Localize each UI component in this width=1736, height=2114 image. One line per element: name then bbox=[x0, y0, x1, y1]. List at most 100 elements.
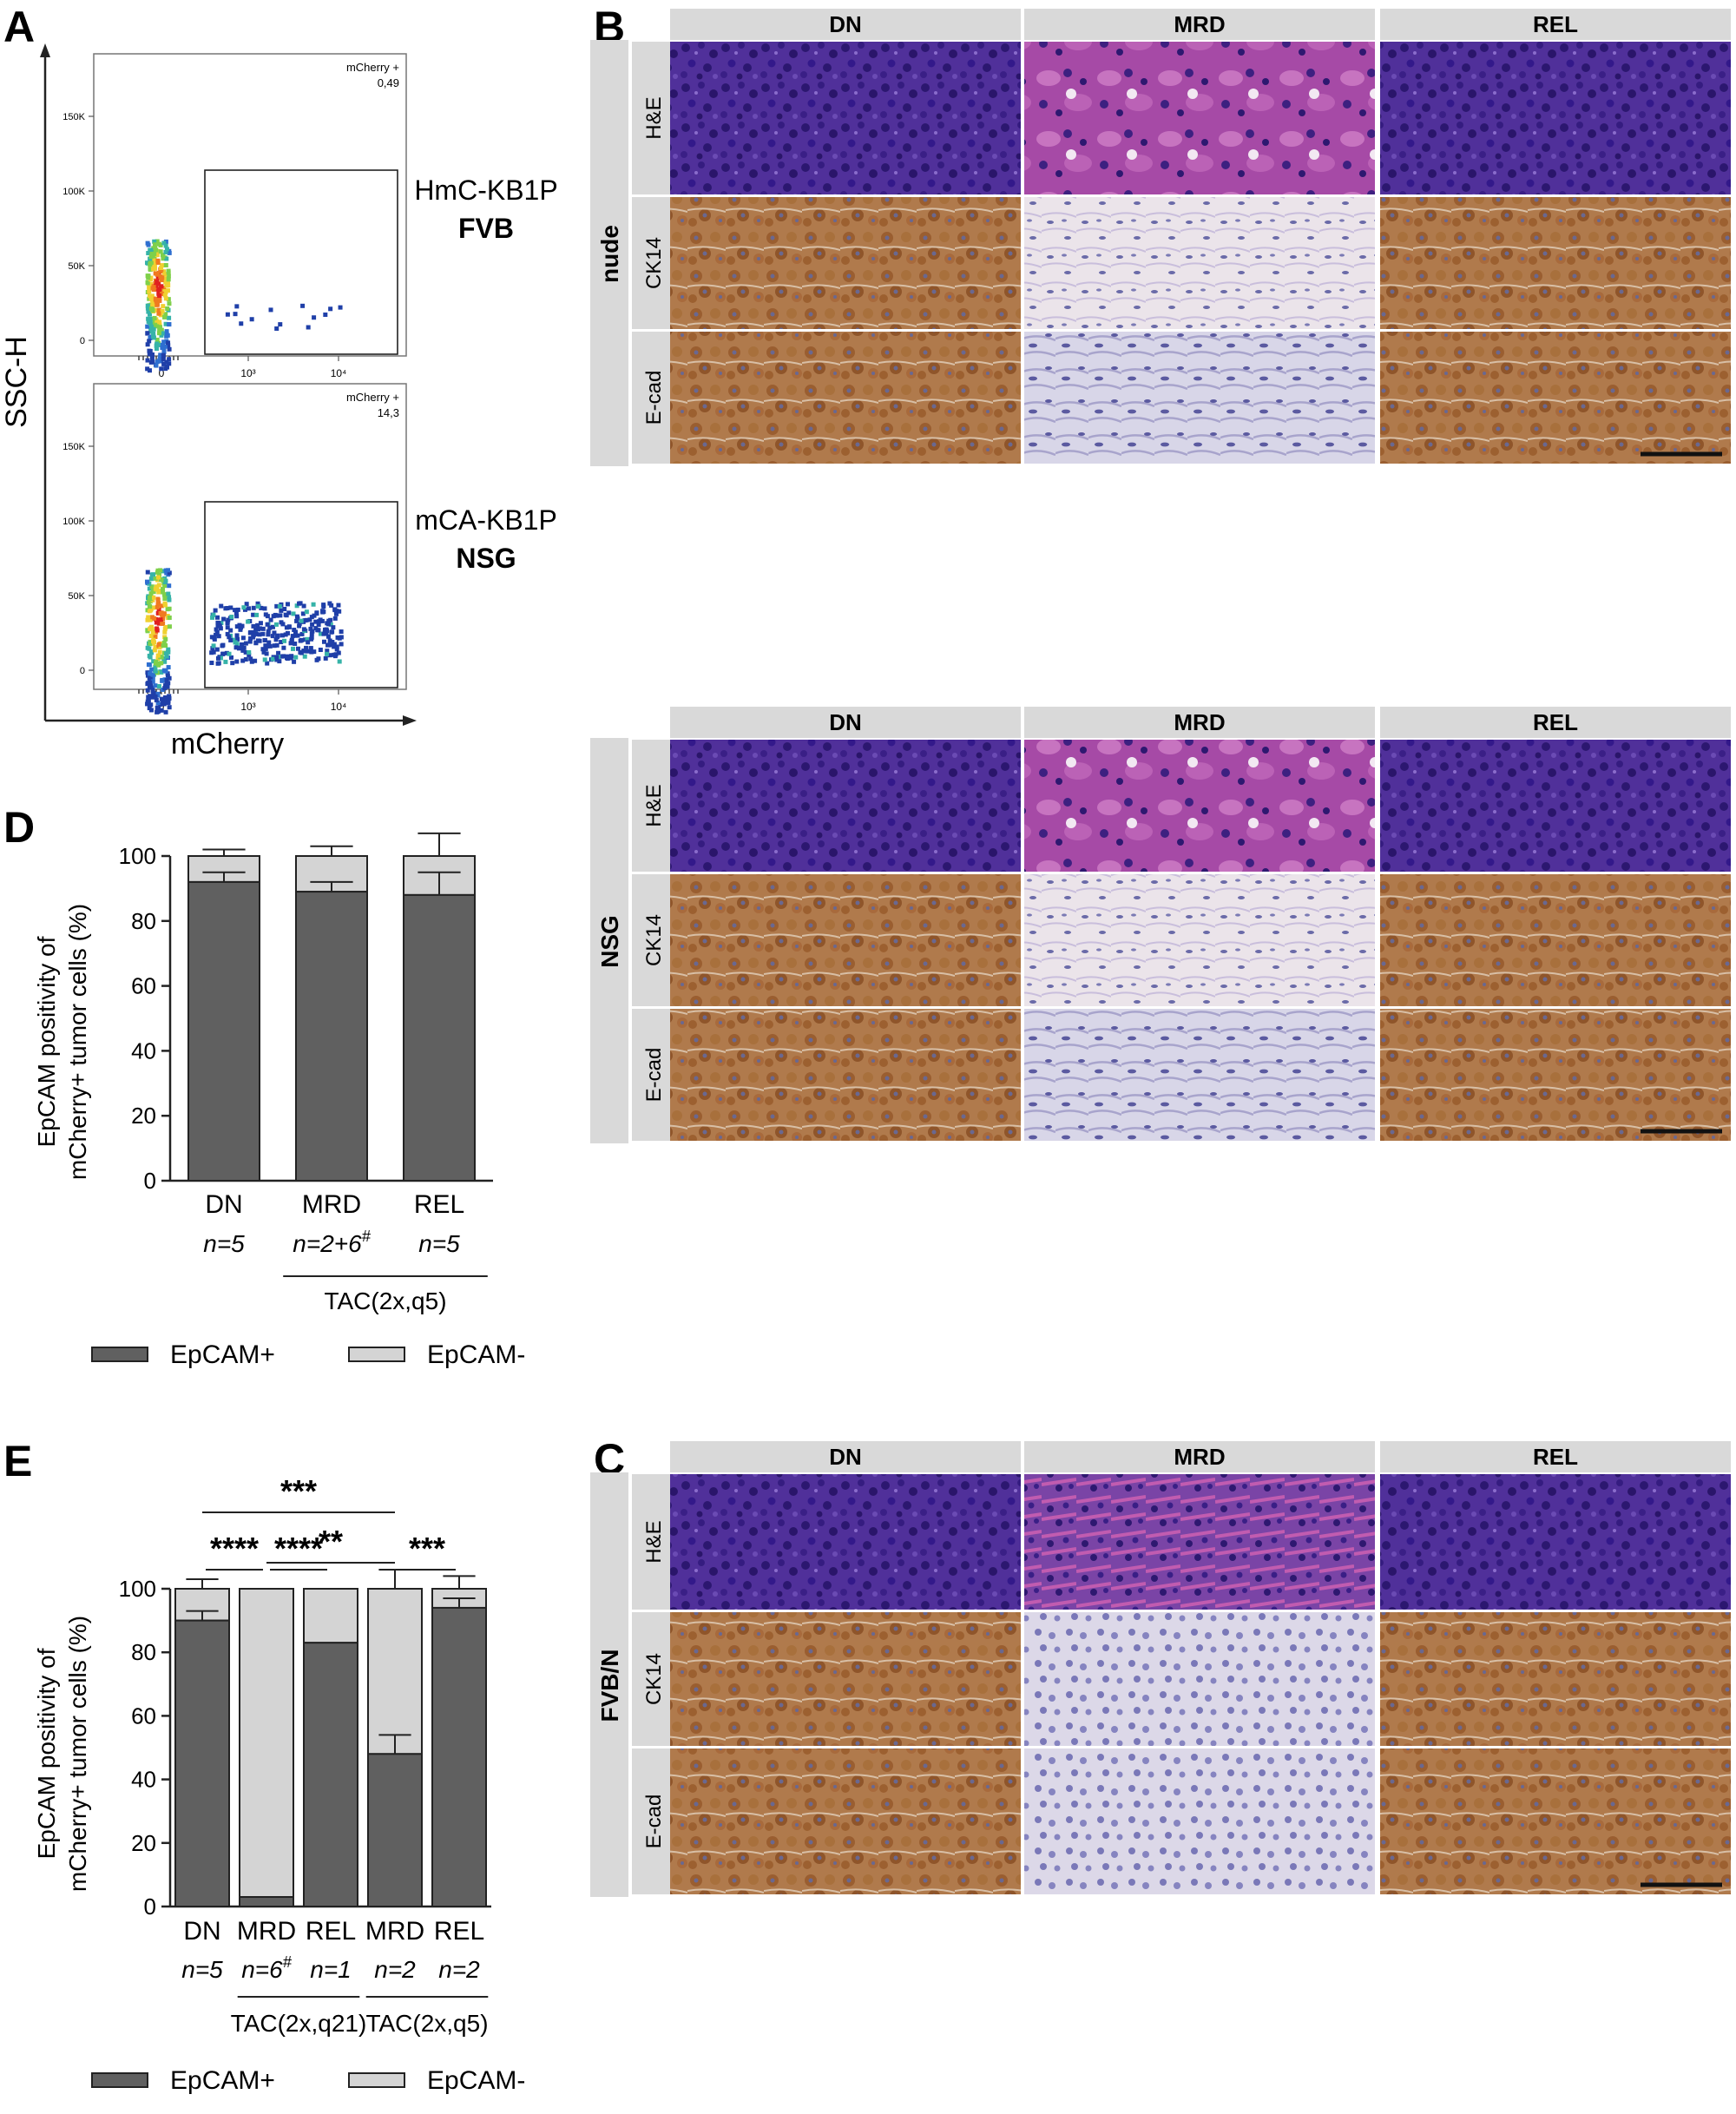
flow-event bbox=[327, 638, 332, 643]
flow-gate-title: mCherry + bbox=[346, 391, 399, 404]
flow-event bbox=[153, 634, 158, 639]
flow-gate-value: 0,49 bbox=[378, 76, 399, 89]
flow-event bbox=[275, 633, 280, 638]
flow-event bbox=[226, 617, 231, 622]
flow-event bbox=[166, 268, 171, 273]
flow-event bbox=[154, 247, 159, 253]
flow-event bbox=[264, 651, 269, 656]
row-label: E-cad bbox=[642, 1048, 666, 1103]
flow-event bbox=[251, 632, 256, 637]
flow-event bbox=[293, 629, 298, 635]
flow-event bbox=[158, 242, 163, 247]
flow-event bbox=[251, 612, 256, 617]
flow-event bbox=[257, 632, 262, 637]
flow-event bbox=[161, 254, 166, 260]
flow-event bbox=[162, 601, 168, 606]
flow-event bbox=[231, 637, 236, 642]
flow-event bbox=[162, 344, 168, 349]
flow-event bbox=[167, 315, 172, 320]
chart-legend: EpCAM+ EpCAM- bbox=[91, 1340, 525, 1369]
flow-event bbox=[241, 645, 247, 650]
flow-event bbox=[150, 630, 155, 636]
flow-event bbox=[236, 646, 241, 651]
flow-event bbox=[216, 661, 221, 666]
flow-event bbox=[328, 622, 333, 627]
flow-event bbox=[167, 615, 172, 620]
chart-n-value: n=1 bbox=[310, 1956, 352, 1983]
flow-event bbox=[161, 640, 167, 645]
flow-event bbox=[289, 654, 294, 659]
panel-letter-d: D bbox=[3, 803, 35, 852]
flow-event bbox=[153, 271, 158, 276]
flow-event bbox=[297, 621, 302, 626]
flow-event bbox=[145, 324, 150, 329]
flow-event bbox=[159, 708, 164, 713]
chart-y-tick-label: 20 bbox=[131, 1103, 156, 1129]
flow-event bbox=[291, 646, 296, 651]
flow-event bbox=[295, 616, 300, 621]
flow-event bbox=[167, 357, 172, 362]
flow-plot-frame bbox=[93, 53, 407, 357]
flow-event bbox=[162, 686, 168, 691]
chart-legend: EpCAM+ EpCAM- bbox=[91, 2066, 525, 2095]
chart-y-tick-label: 80 bbox=[131, 908, 156, 934]
flow-event bbox=[299, 618, 304, 623]
histology-image bbox=[1380, 42, 1731, 194]
bar-epcam-neg bbox=[367, 1588, 423, 1755]
flow-event bbox=[155, 239, 160, 244]
flow-event bbox=[324, 651, 329, 656]
flow-event bbox=[161, 700, 166, 705]
flow-event bbox=[271, 614, 276, 619]
flow-event bbox=[155, 286, 161, 292]
chart-n-label: n=1 bbox=[310, 1956, 352, 1983]
flow-event bbox=[218, 626, 223, 631]
flow-event bbox=[283, 612, 288, 617]
bar-epcam-neg bbox=[174, 1588, 230, 1622]
flow-event bbox=[159, 366, 164, 372]
row-label-bar bbox=[632, 1748, 672, 1894]
flow-event bbox=[161, 655, 167, 661]
column-header bbox=[670, 9, 1021, 40]
flow-event bbox=[339, 642, 344, 647]
flow-event bbox=[165, 333, 170, 338]
flow-event bbox=[147, 595, 152, 600]
flow-event bbox=[234, 624, 240, 629]
chart-n-label: n=5 bbox=[418, 1230, 460, 1257]
flow-event bbox=[145, 579, 150, 584]
flow-event bbox=[152, 251, 157, 256]
flow-event bbox=[159, 661, 164, 666]
flow-event bbox=[292, 659, 297, 664]
column-header-label: DN bbox=[829, 1444, 862, 1470]
flow-event bbox=[148, 254, 154, 260]
flow-gated-events bbox=[225, 303, 343, 331]
flow-event bbox=[299, 631, 305, 636]
flow-event bbox=[160, 263, 165, 268]
flow-event bbox=[159, 266, 164, 271]
flow-event bbox=[151, 605, 156, 610]
row-label-bar bbox=[632, 1612, 672, 1746]
row-label: H&E bbox=[642, 784, 666, 827]
chart-n-superscript: # bbox=[362, 1228, 372, 1245]
flow-event bbox=[155, 568, 161, 573]
flow-event bbox=[320, 609, 326, 614]
flow-event bbox=[240, 648, 246, 653]
flow-event bbox=[163, 683, 168, 688]
chart-n-value: n=2 bbox=[374, 1956, 416, 1983]
flow-event bbox=[150, 587, 155, 592]
flow-event bbox=[332, 644, 337, 649]
flow-event bbox=[163, 249, 168, 254]
flow-event bbox=[274, 613, 279, 618]
flow-event bbox=[299, 637, 305, 642]
flow-event bbox=[158, 249, 163, 254]
flow-event bbox=[157, 296, 162, 301]
flow-event bbox=[325, 629, 330, 634]
flow-density-cloud bbox=[145, 239, 172, 373]
flow-event bbox=[148, 702, 154, 708]
flow-event bbox=[302, 637, 307, 642]
significance-label: ** bbox=[319, 1524, 343, 1559]
flow-event bbox=[152, 640, 157, 645]
flow-event bbox=[210, 646, 215, 651]
flow-event bbox=[154, 697, 159, 702]
flow-x-tick-label: 0 bbox=[159, 367, 165, 379]
flow-event bbox=[306, 325, 311, 330]
